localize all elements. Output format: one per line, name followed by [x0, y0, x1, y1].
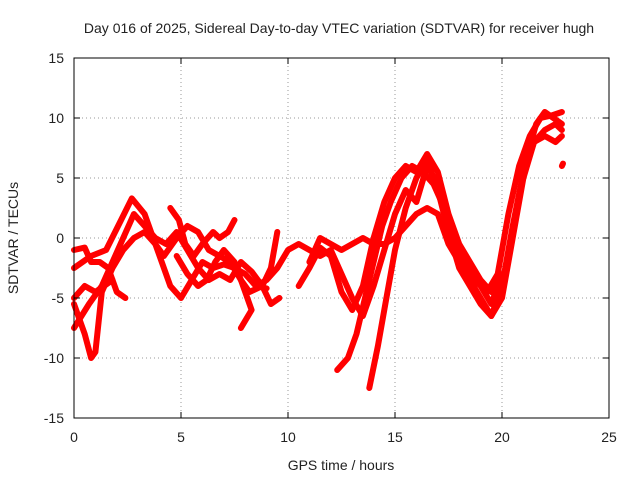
series-sat-g: [173, 247, 255, 331]
series-sat-m: [516, 109, 565, 181]
series-sat-n: [558, 160, 566, 169]
y-tick-label: 5: [56, 170, 64, 186]
x-tick-label: 10: [280, 429, 296, 445]
axis-ticks: 0 5 10 15 20 25 -15 -10 -5 0 5 10 15: [44, 50, 617, 445]
series-sat-e: [71, 277, 116, 301]
x-tick-label: 5: [177, 429, 185, 445]
y-tick-label: 0: [56, 230, 64, 246]
series-sat-i: [295, 151, 505, 313]
chart-title: Day 016 of 2025, Sidereal Day-to-day VTE…: [84, 20, 594, 36]
x-tick-label: 15: [387, 429, 403, 445]
y-tick-label: -5: [52, 290, 65, 306]
x-tick-label: 20: [494, 429, 510, 445]
data-series-group: [71, 109, 566, 391]
y-tick-label: 15: [48, 50, 64, 66]
x-tick-label: 0: [70, 429, 78, 445]
series-sat-d: [71, 244, 129, 301]
y-tick-label: -15: [44, 410, 64, 426]
y-tick-label: -10: [44, 350, 64, 366]
series-sat-f: [167, 205, 238, 259]
y-axis-label: SDTVAR / TECUs: [5, 182, 21, 294]
y-tick-label: 10: [48, 110, 64, 126]
x-axis-label: GPS time / hours: [288, 457, 395, 473]
x-tick-label: 25: [601, 429, 617, 445]
